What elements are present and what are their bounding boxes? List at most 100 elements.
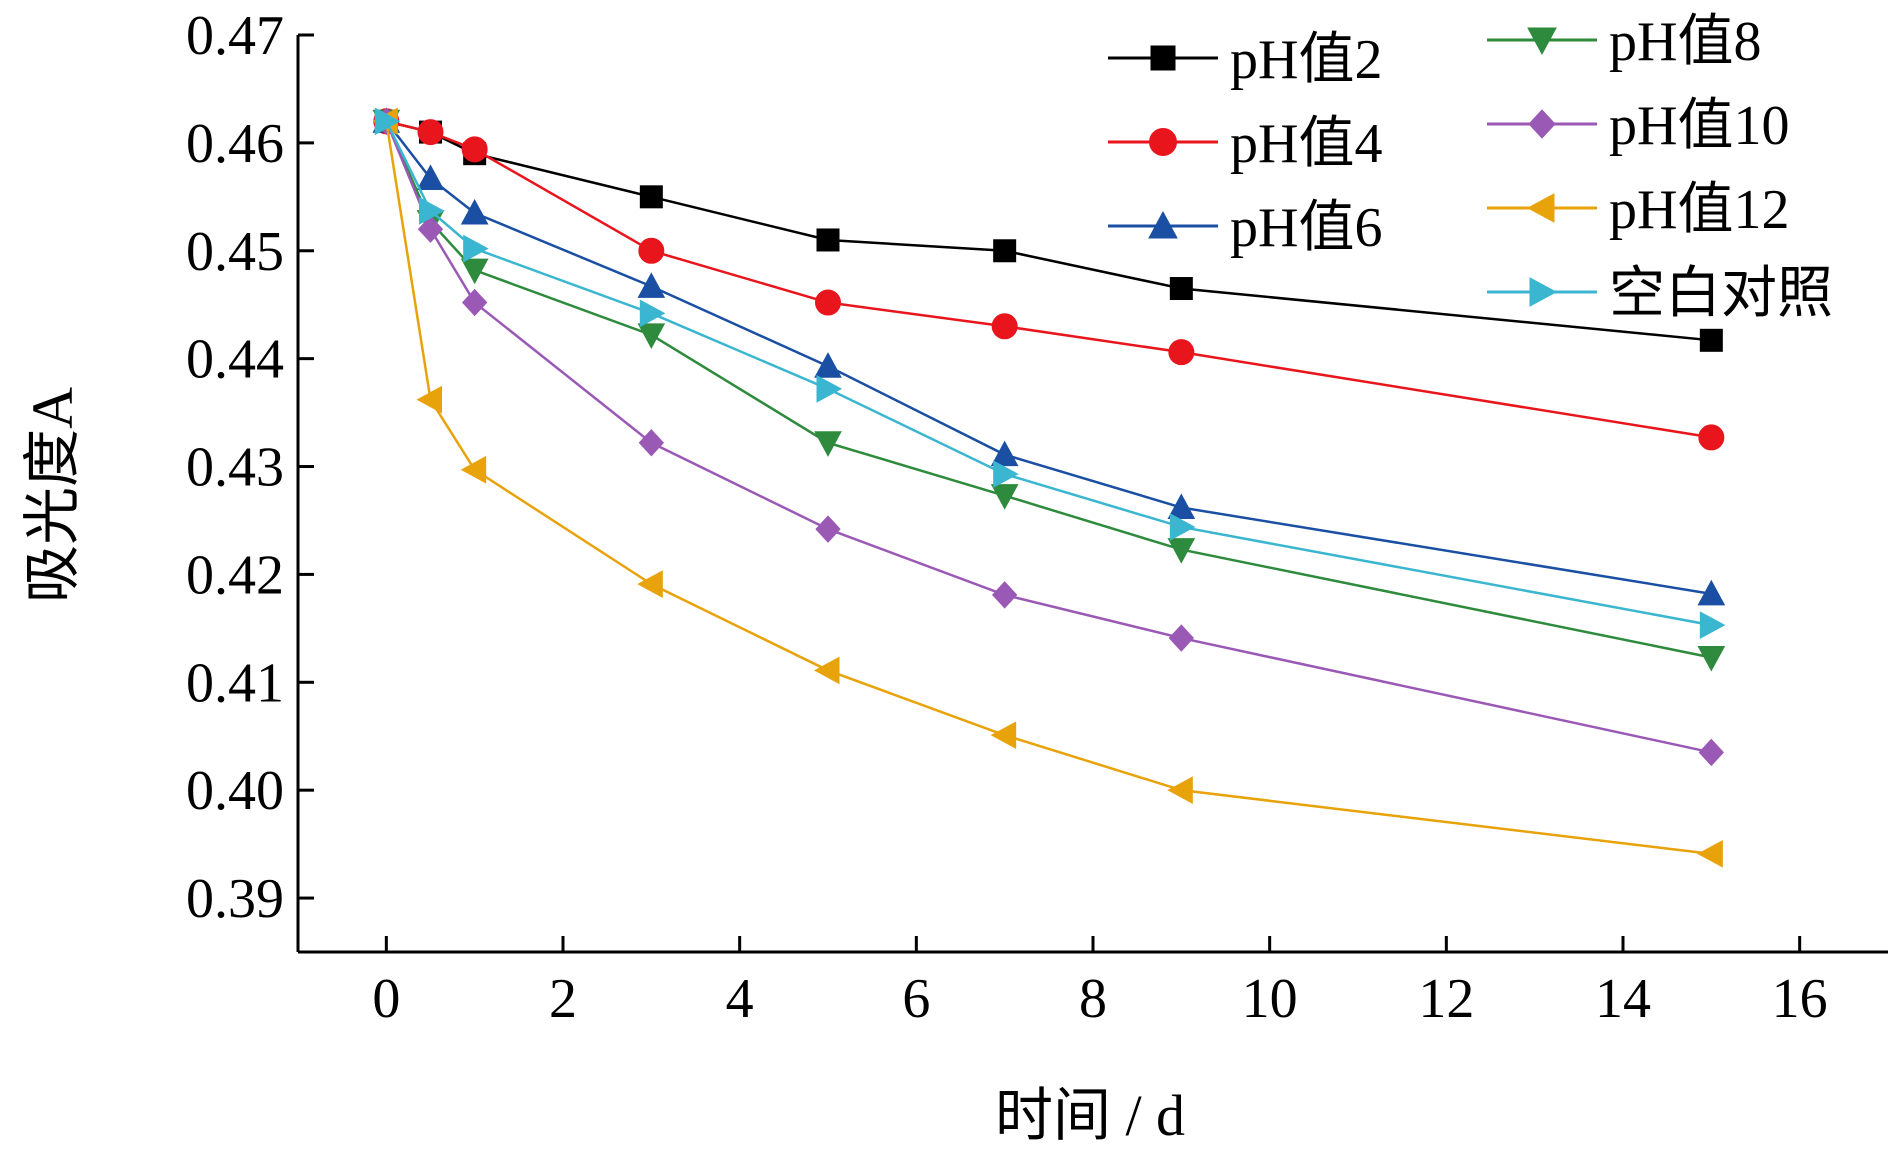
- legend-label: pH值10: [1609, 95, 1789, 157]
- data-point: [1699, 328, 1723, 352]
- data-point: [1167, 538, 1196, 564]
- data-point: [993, 460, 1019, 488]
- data-point: [815, 515, 841, 543]
- x-tick-label: 10: [1242, 968, 1298, 1030]
- y-tick-label: 0.46: [186, 113, 284, 175]
- x-tick-label: 0: [372, 968, 400, 1030]
- data-point: [637, 570, 663, 598]
- data-point: [1167, 776, 1193, 805]
- data-point: [374, 107, 401, 136]
- series-空白对照: [374, 107, 1726, 639]
- y-ticks: 0.47 0.46 0.45 0.44 0.43 0.42 0.41 0.40 0.39: [186, 5, 314, 930]
- x-tick-label: 2: [549, 968, 577, 1030]
- data-point: [816, 375, 843, 403]
- series-line: [385, 120, 1712, 596]
- legend-marker: [1150, 45, 1176, 71]
- data-point: [1167, 493, 1196, 520]
- x-tick-label: 12: [1418, 968, 1474, 1030]
- data-point: [637, 323, 666, 349]
- series-pH值8: [372, 109, 1726, 672]
- y-axis-title: 吸光度A: [20, 387, 85, 603]
- axes: [296, 35, 1888, 954]
- series-line: [386, 120, 1712, 342]
- series-line: [385, 120, 1712, 627]
- data-point: [1697, 839, 1723, 868]
- legend-entry: pH值10: [1487, 95, 1789, 157]
- legend-label: pH值8: [1609, 11, 1761, 73]
- data-point: [993, 239, 1017, 263]
- legend-entry: pH值12: [1487, 179, 1789, 241]
- x-ticks: 0 2 4 6 8 10 12 14 16: [372, 936, 1828, 1030]
- legend-label: 空白对照: [1609, 263, 1833, 325]
- data-point: [419, 197, 445, 225]
- legend-label: pH值2: [1230, 29, 1382, 91]
- data-point: [1698, 738, 1725, 767]
- data-point: [638, 429, 665, 457]
- legend-label: pH值6: [1230, 197, 1382, 259]
- x-tick-label: 14: [1595, 968, 1651, 1030]
- x-tick-label: 16: [1772, 968, 1828, 1030]
- x-tick-label: 8: [1079, 968, 1107, 1030]
- series-pH值12: [372, 107, 1723, 868]
- legend-label: pH值4: [1230, 113, 1382, 175]
- y-tick-label: 0.47: [186, 5, 284, 67]
- legend-marker: [1149, 128, 1177, 156]
- data-point: [639, 185, 663, 209]
- data-point: [461, 136, 488, 163]
- data-point: [990, 440, 1019, 467]
- legend-entry: pH值4: [1108, 113, 1382, 175]
- data-point: [1697, 645, 1726, 672]
- legend-entry: pH值8: [1487, 11, 1761, 73]
- data-point: [813, 656, 840, 685]
- x-tick-label: 6: [902, 968, 930, 1030]
- y-tick-label: 0.40: [186, 760, 284, 822]
- y-tick-label: 0.42: [186, 544, 284, 606]
- legend: pH值2 pH值4 pH值6 pH值8 pH值10 pH值12 空白对照: [1108, 11, 1833, 325]
- data-point: [1168, 339, 1195, 366]
- data-point: [990, 484, 1019, 510]
- legend-marker: [1148, 210, 1178, 239]
- data-point: [460, 198, 489, 225]
- y-tick-label: 0.44: [186, 329, 284, 391]
- x-axis-title: 时间 / d: [995, 1083, 1185, 1148]
- legend-marker: [1529, 277, 1558, 307]
- data-point: [990, 721, 1017, 749]
- data-point: [814, 431, 842, 457]
- legend-marker: [1528, 109, 1556, 139]
- legend-label: pH值12: [1609, 179, 1789, 241]
- series-line: [385, 121, 1712, 856]
- data-point: [461, 288, 488, 317]
- data-point: [1169, 277, 1193, 301]
- data-point: [1169, 513, 1196, 541]
- series-line: [385, 120, 1712, 754]
- legend-marker: [1526, 193, 1555, 223]
- y-tick-label: 0.39: [186, 868, 284, 930]
- y-tick-label: 0.41: [186, 652, 284, 714]
- y-tick-label: 0.43: [186, 437, 284, 499]
- series-pH值2: [374, 109, 1723, 352]
- data-point: [417, 215, 444, 243]
- data-point: [639, 299, 666, 328]
- data-point: [416, 164, 445, 190]
- y-tick-label: 0.45: [186, 221, 284, 283]
- series-pH值4: [373, 108, 1725, 451]
- data-point: [1168, 624, 1195, 652]
- data-point: [1699, 611, 1726, 639]
- data-point: [637, 272, 666, 298]
- data-point: [814, 352, 842, 378]
- data-point: [460, 258, 489, 285]
- data-point: [991, 581, 1018, 609]
- x-tick-label: 4: [726, 968, 754, 1030]
- data-point: [815, 289, 841, 316]
- data-point: [463, 234, 489, 263]
- data-point: [638, 237, 665, 264]
- data-point: [416, 385, 442, 414]
- data-point: [460, 455, 487, 484]
- legend-marker: [1527, 27, 1557, 56]
- legend-entry: pH值2: [1108, 29, 1382, 91]
- data-point: [1697, 579, 1726, 606]
- data-point: [816, 228, 840, 252]
- legend-entry: 空白对照: [1487, 263, 1833, 325]
- data-point: [991, 313, 1018, 340]
